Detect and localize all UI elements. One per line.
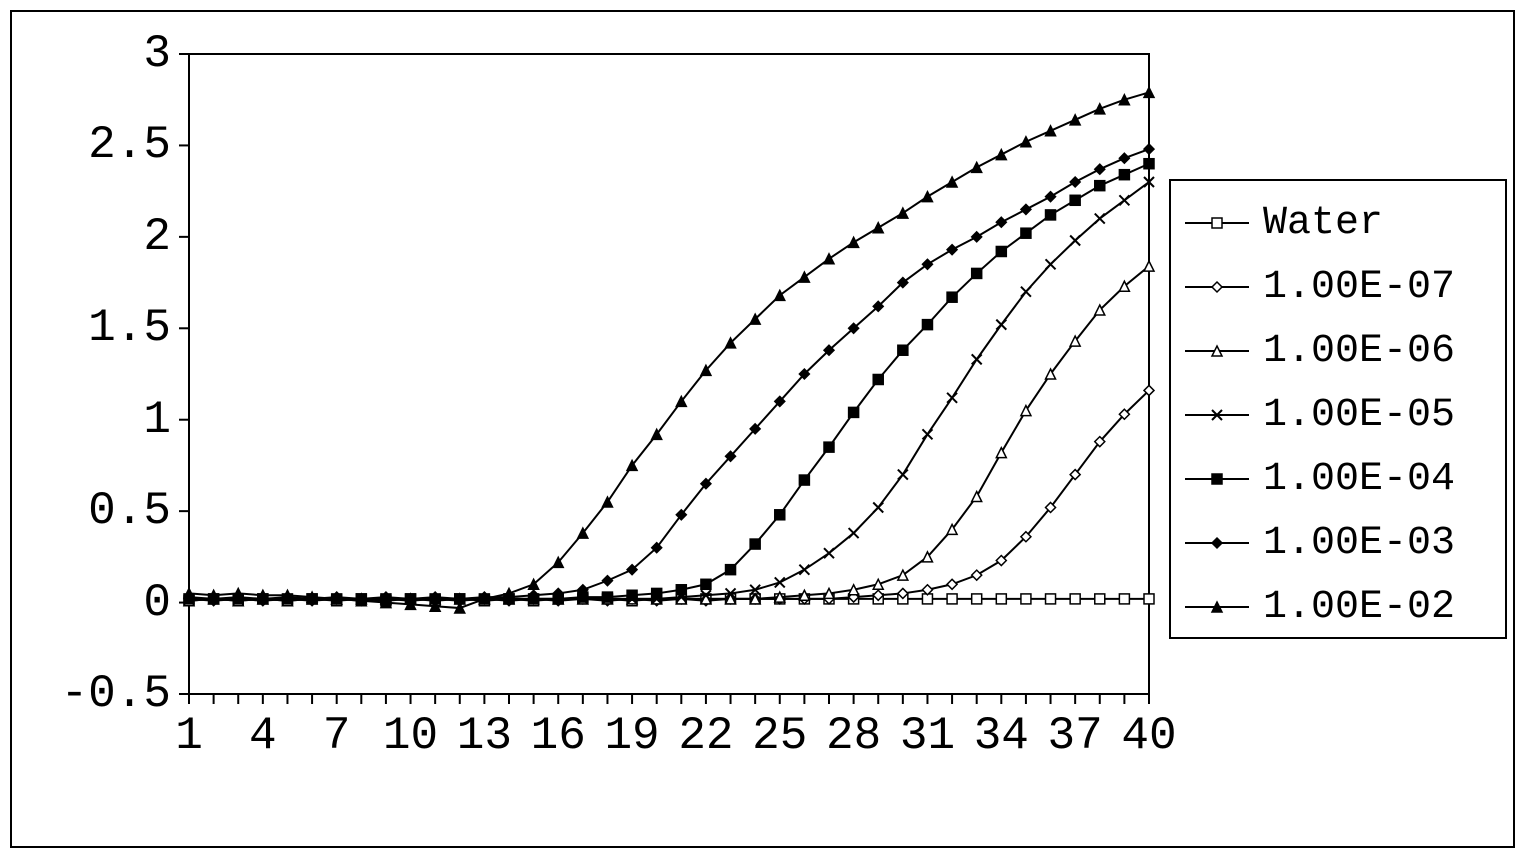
legend-item: 1.00E-04: [1183, 447, 1493, 511]
legend-label: 1.00E-06: [1263, 329, 1455, 374]
chart-container: -0.500.511.522.53 1471013161922252831343…: [34, 34, 1514, 844]
legend-label: 1.00E-05: [1263, 393, 1455, 438]
legend-label: 1.00E-02: [1263, 585, 1455, 630]
legend-swatch: [1183, 273, 1251, 301]
legend-item: 1.00E-06: [1183, 319, 1493, 383]
legend-label: 1.00E-03: [1263, 521, 1455, 566]
outer-frame: -0.500.511.522.53 1471013161922252831343…: [10, 10, 1515, 848]
legend-item: Water: [1183, 191, 1493, 255]
legend: Water 1.00E-07 1.00E-06 1.00E-05 1.00E-04 1.0…: [1169, 179, 1507, 639]
legend-swatch: [1183, 465, 1251, 493]
legend-item: 1.00E-05: [1183, 383, 1493, 447]
legend-item: 1.00E-07: [1183, 255, 1493, 319]
legend-swatch: [1183, 593, 1251, 621]
legend-item: 1.00E-02: [1183, 575, 1493, 639]
legend-label: 1.00E-04: [1263, 457, 1455, 502]
legend-label: 1.00E-07: [1263, 265, 1455, 310]
legend-swatch: [1183, 209, 1251, 237]
legend-swatch: [1183, 337, 1251, 365]
legend-swatch: [1183, 401, 1251, 429]
legend-label: Water: [1263, 201, 1383, 246]
legend-item: 1.00E-03: [1183, 511, 1493, 575]
legend-swatch: [1183, 529, 1251, 557]
plot-area: [34, 34, 1179, 724]
